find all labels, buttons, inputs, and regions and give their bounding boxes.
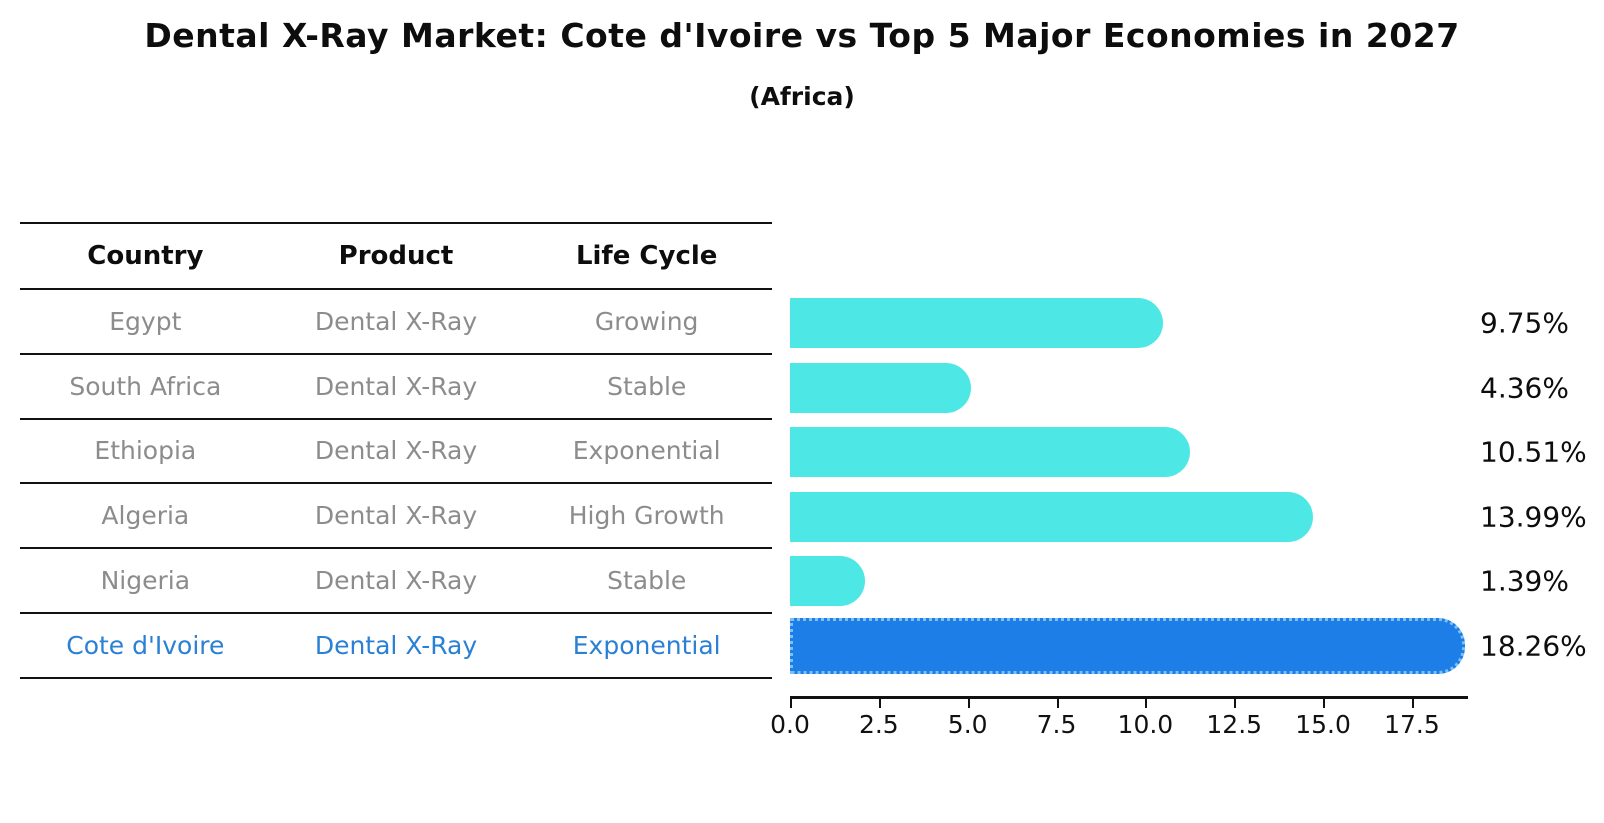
table-header-country: Country <box>87 241 204 271</box>
country-cell: Egypt <box>109 306 182 336</box>
lifecycle-cell: Stable <box>607 371 687 401</box>
chart-subtitle: (Africa) <box>749 82 855 111</box>
lifecycle-cell: Exponential <box>572 630 721 660</box>
x-axis-tick-label: 12.5 <box>1206 710 1263 739</box>
x-axis-tick-label: 7.5 <box>1036 710 1077 739</box>
x-axis-tick-mark <box>1145 699 1148 708</box>
table-row: Egypt Dental X-Ray Growing <box>20 290 772 355</box>
x-axis-tick-mark <box>1056 699 1059 708</box>
table-row: Algeria Dental X-Ray High Growth <box>20 484 772 550</box>
product-cell: Dental X-Ray <box>314 371 478 401</box>
bar-value-label: 13.99% <box>1480 500 1587 534</box>
bar-cote-d-ivoire <box>790 618 1465 674</box>
table-row: Ethiopia Dental X-Ray Exponential <box>20 420 772 485</box>
lifecycle-cell: Stable <box>607 566 687 596</box>
bar-value-label: 4.36% <box>1480 371 1569 405</box>
x-axis-tick-mark <box>1411 699 1414 708</box>
bar-egypt <box>790 298 1163 348</box>
lifecycle-cell: Exponential <box>572 436 721 466</box>
bar-value-label: 10.51% <box>1480 435 1587 469</box>
x-axis-tick-mark <box>1234 699 1237 708</box>
table-body: Egypt Dental X-Ray Growing South Africa Dent… <box>20 290 772 679</box>
lifecycle-cell: High Growth <box>568 501 725 531</box>
country-cell: South Africa <box>69 371 222 401</box>
x-axis-tick-mark <box>1323 699 1326 708</box>
x-axis-tick-label: 0.0 <box>770 710 810 739</box>
bar-algeria <box>790 491 1314 542</box>
product-cell: Dental X-Ray <box>314 630 478 660</box>
x-axis-tick-mark <box>790 699 792 708</box>
product-cell: Dental X-Ray <box>314 436 478 466</box>
bar-nigeria <box>790 556 866 607</box>
x-axis-line <box>790 696 1468 699</box>
bar-value-label: 18.26% <box>1480 629 1587 663</box>
chart-title: Dental X-Ray Market: Cote d'Ivoire vs To… <box>144 16 1460 55</box>
product-cell: Dental X-Ray <box>314 566 478 596</box>
table-row: Nigeria Dental X-Ray Stable <box>20 549 772 614</box>
x-axis-tick-label: 2.5 <box>858 710 899 739</box>
country-cell: Ethiopia <box>94 436 197 466</box>
bar-value-label: 9.75% <box>1480 306 1569 340</box>
table-row: Cote d'Ivoire Dental X-Ray Exponential <box>20 614 772 679</box>
x-axis-tick-label: 17.5 <box>1384 710 1440 739</box>
x-axis-tick-mark <box>878 699 881 708</box>
country-cell: Cote d'Ivoire <box>66 630 225 660</box>
country-cell: Nigeria <box>100 566 191 596</box>
x-axis-tick-label: 15.0 <box>1295 710 1351 739</box>
x-axis-tick-label: 5.0 <box>947 710 988 739</box>
table-row: South Africa Dental X-Ray Stable <box>20 355 772 420</box>
country-table: Country Product Life Cycle Egypt Dental X… <box>20 222 772 679</box>
bar-value-label: 1.39% <box>1480 564 1569 598</box>
product-cell: Dental X-Ray <box>314 501 478 531</box>
country-cell: Algeria <box>101 501 190 531</box>
x-axis-tick-mark <box>967 699 970 708</box>
product-cell: Dental X-Ray <box>314 306 478 336</box>
table-header-row: Country Product Life Cycle <box>20 224 772 290</box>
lifecycle-cell: Growing <box>594 306 699 336</box>
x-axis-tick-label: 10.0 <box>1117 710 1174 739</box>
bar-south-africa <box>790 362 971 413</box>
table-header-lifecycle: Life Cycle <box>575 241 718 271</box>
table-header-product: Product <box>338 241 454 271</box>
bar-ethiopia <box>790 427 1190 478</box>
